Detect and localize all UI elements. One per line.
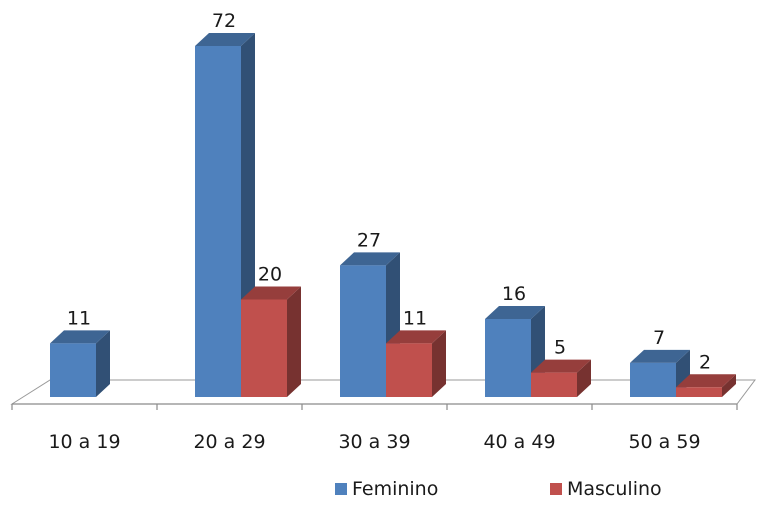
bar-side [432,330,446,397]
bar-top [50,330,110,344]
legend-swatch-masculino [550,483,562,495]
bar-side [287,286,301,397]
legend: Feminino Masculino [335,478,662,500]
bar-front [630,362,676,397]
bar-front [531,372,577,397]
data-label-masculino-2: 11 [403,307,427,329]
bar-front [386,343,432,397]
bar-feminino-1 [195,33,255,397]
x-tick-label: 30 a 39 [338,431,410,453]
bar-front [340,265,386,397]
x-axis: 10 a 19 20 a 29 30 a 39 40 a 49 50 a 59 [11,403,738,453]
bar-front [50,343,96,397]
bar-front [241,299,287,397]
data-label-feminino-1: 72 [212,10,236,32]
bar-side [722,374,736,397]
legend-label-masculino: Masculino [567,478,662,500]
bar-top [630,349,690,363]
bar-front [676,387,722,397]
bar-top [676,374,736,388]
bar-front [195,46,241,397]
bar-masculino-4 [676,374,736,397]
bar-top [485,306,545,319]
data-label-masculino-3: 5 [554,337,566,359]
bar-top [386,330,446,344]
bar-top [195,33,255,46]
x-tick-label: 10 a 19 [48,431,120,453]
x-tick-label: 40 a 49 [483,431,555,453]
data-label-masculino-4: 2 [699,351,711,373]
bar-masculino-3 [531,359,591,397]
bar-front [485,319,531,397]
bar-feminino-0 [50,330,110,397]
data-label-feminino-4: 7 [653,327,665,349]
data-label-feminino-3: 16 [502,283,526,305]
data-label-feminino-2: 27 [357,229,381,251]
data-labels: 11 72 27 16 7 20 11 5 2 [67,10,711,373]
x-tick-label: 50 a 59 [628,431,700,453]
data-label-masculino-1: 20 [258,264,282,286]
bar-masculino-1 [241,286,301,397]
bar-top [340,252,400,266]
bar-side [577,359,591,397]
legend-swatch-feminino [335,483,347,495]
legend-label-feminino: Feminino [352,478,438,500]
bar-top [241,286,301,300]
bar-masculino-2 [386,330,446,397]
bar-side [96,330,110,397]
data-label-feminino-0: 11 [67,307,91,329]
x-tick-label: 20 a 29 [193,431,265,453]
chart-bars [50,33,736,397]
bar-top [531,359,591,373]
